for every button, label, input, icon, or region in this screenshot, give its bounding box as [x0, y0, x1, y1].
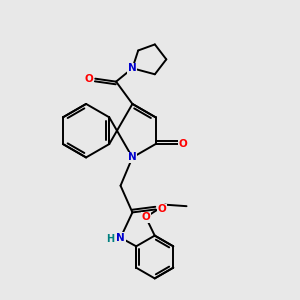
Text: O: O — [141, 212, 150, 222]
Text: O: O — [179, 139, 188, 149]
Text: H: H — [106, 234, 114, 244]
Text: N: N — [128, 152, 137, 162]
Text: O: O — [157, 204, 166, 214]
Text: O: O — [84, 74, 93, 84]
Text: N: N — [128, 63, 137, 73]
Text: N: N — [116, 233, 125, 243]
